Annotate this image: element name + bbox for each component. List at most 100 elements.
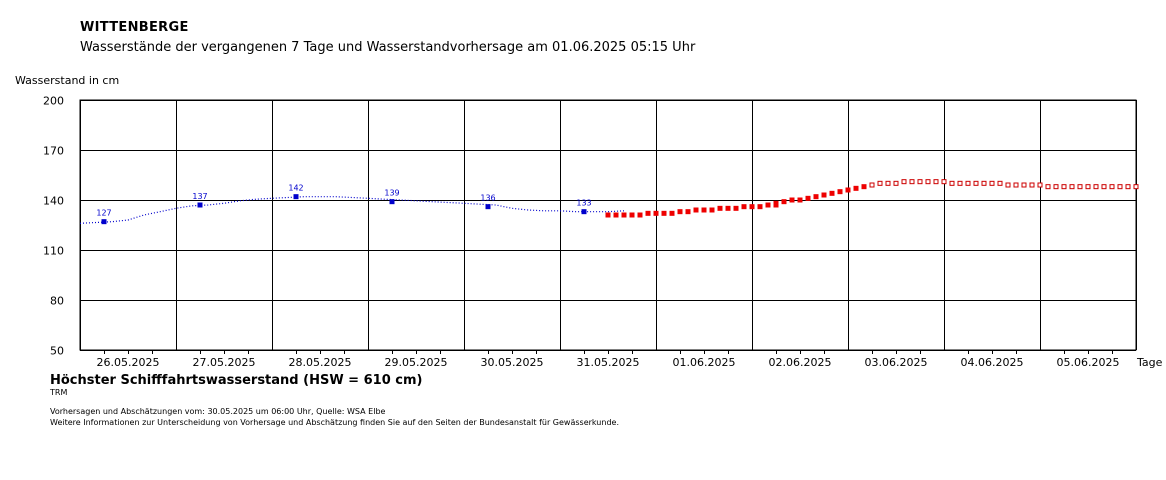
- estimate-point: [925, 179, 931, 185]
- observed-point: [197, 202, 203, 208]
- x-tick-label: 30.05.2025: [481, 356, 544, 369]
- estimate-point: [1133, 184, 1139, 190]
- forecast-point: [813, 194, 819, 200]
- plot-frame: [79, 99, 1137, 351]
- estimate-point: [957, 180, 963, 186]
- estimate-point: [1045, 184, 1051, 190]
- observed-point-label: 133: [576, 199, 591, 208]
- estimate-point: [1029, 182, 1035, 188]
- forecast-point: [621, 212, 627, 218]
- estimate-point: [933, 179, 939, 185]
- observed-point: [581, 209, 587, 215]
- forecast-point: [693, 207, 699, 213]
- chart-subtitle: Wasserstände der vergangenen 7 Tage und …: [80, 40, 696, 55]
- x-tick-label: 05.06.2025: [1057, 356, 1120, 369]
- x-tick-label: 26.05.2025: [97, 356, 160, 369]
- forecast-point: [749, 204, 755, 210]
- forecast-point: [605, 212, 611, 218]
- estimate-point: [1053, 184, 1059, 190]
- series: 127 137 142 139 136 133: [79, 179, 1139, 225]
- estimate-point: [1085, 184, 1091, 190]
- estimate-point: [901, 179, 907, 185]
- forecast-point: [797, 197, 803, 203]
- observed-point: [101, 219, 107, 225]
- forecast-point: [685, 209, 691, 215]
- observed-point: [293, 194, 299, 200]
- forecast-point: [741, 204, 747, 210]
- estimate-point: [965, 180, 971, 186]
- forecast-point: [661, 210, 667, 216]
- estimate-point: [893, 180, 899, 186]
- y-tick-label: 80: [50, 295, 64, 308]
- estimate-point: [1117, 184, 1123, 190]
- forecast-point: [669, 210, 675, 216]
- y-tick-label: 200: [43, 95, 64, 108]
- x-tick-label: 27.05.2025: [193, 356, 256, 369]
- observed-point: [485, 204, 491, 210]
- estimate-point: [1013, 182, 1019, 188]
- estimate-point: [885, 180, 891, 186]
- observed-point-label: 137: [192, 192, 207, 201]
- trm-label: TRM: [50, 388, 68, 397]
- forecast-point: [773, 200, 779, 206]
- forecast-point: [837, 189, 843, 195]
- forecast-point: [821, 192, 827, 198]
- x-axis-label: Tage: [1136, 356, 1163, 369]
- grid: [79, 99, 1137, 351]
- observed-line: [79, 196, 625, 224]
- estimate-point: [941, 179, 947, 185]
- forecast-point: [613, 212, 619, 218]
- forecast-point: [645, 210, 651, 216]
- x-tick-label: 31.05.2025: [577, 356, 640, 369]
- forecast-point: [765, 202, 771, 208]
- forecast-point: [709, 207, 715, 213]
- estimate-point: [1021, 182, 1027, 188]
- x-tick-label: 04.06.2025: [961, 356, 1024, 369]
- forecast-point: [861, 184, 867, 190]
- observed-point-label: 139: [384, 189, 399, 198]
- estimate-point: [1037, 182, 1043, 188]
- forecast-point: [717, 205, 723, 211]
- forecast-point: [701, 207, 707, 213]
- info-note: Weitere Informationen zur Unterscheidung…: [50, 418, 619, 427]
- estimate-point: [1109, 184, 1115, 190]
- forecast-point: [781, 199, 787, 205]
- forecast-point: [653, 210, 659, 216]
- water-level-chart: 50 80 110 140 170 200 26.05.2025 27.05.2025 28.0…: [43, 95, 1163, 370]
- estimate-point: [1101, 184, 1107, 190]
- estimate-point: [973, 180, 979, 186]
- y-tick-label: 170: [43, 145, 64, 158]
- estimate-point: [1061, 184, 1067, 190]
- estimate-point: [1077, 184, 1083, 190]
- x-tick-label: 03.06.2025: [865, 356, 928, 369]
- estimate-point: [949, 180, 955, 186]
- station-name: WITTENBERGE: [80, 20, 189, 35]
- observed-point-label: 142: [288, 184, 303, 193]
- axis-ticks: 50 80 110 140 170 200 26.05.2025 27.05.2025 28.0…: [43, 95, 1119, 370]
- forecast-point: [629, 212, 635, 218]
- forecast-point: [757, 204, 763, 210]
- x-tick-label: 29.05.2025: [385, 356, 448, 369]
- estimate-point: [909, 179, 915, 185]
- estimate-point: [997, 180, 1003, 186]
- estimate-point: [869, 182, 875, 188]
- observed-point-label: 127: [96, 209, 111, 218]
- estimate-point: [917, 179, 923, 185]
- x-tick-label: 02.06.2025: [769, 356, 832, 369]
- estimate-point: [1093, 184, 1099, 190]
- forecast-point: [805, 195, 811, 201]
- estimate-point: [1125, 184, 1131, 190]
- forecast-point: [853, 185, 859, 191]
- forecast-point: [637, 212, 643, 218]
- forecast-point: [733, 205, 739, 211]
- estimate-point: [989, 180, 995, 186]
- y-axis-label: Wasserstand in cm: [15, 74, 120, 87]
- estimate-point: [1069, 184, 1075, 190]
- y-tick-label: 140: [43, 195, 64, 208]
- forecast-point: [845, 187, 851, 193]
- forecast-point: [677, 209, 683, 215]
- estimate-point: [877, 180, 883, 186]
- x-tick-label: 28.05.2025: [289, 356, 352, 369]
- y-tick-label: 50: [50, 345, 64, 358]
- y-tick-label: 110: [43, 245, 64, 258]
